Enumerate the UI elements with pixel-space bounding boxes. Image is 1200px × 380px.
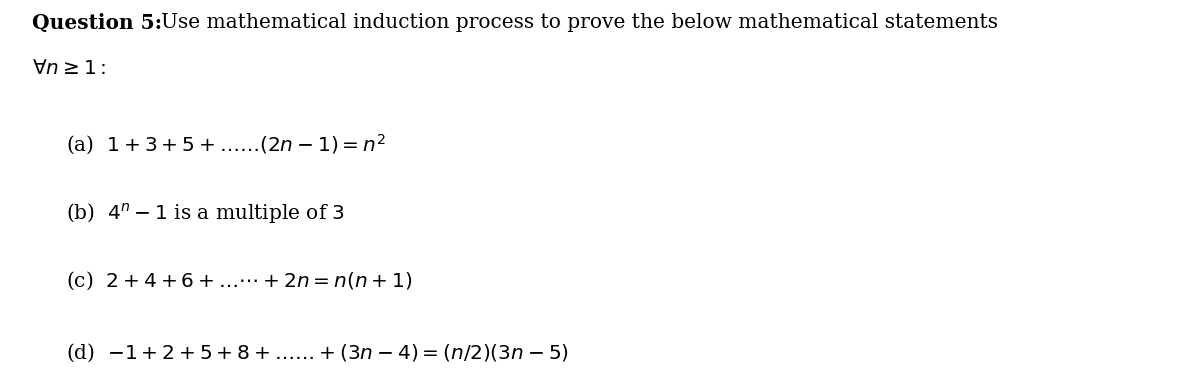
Text: (a)  $1+3+5+\ldots\ldots(2n-1) = n^2$: (a) $1+3+5+\ldots\ldots(2n-1) = n^2$ bbox=[66, 133, 386, 157]
Text: (d)  $-1+2+5+8+\ldots\ldots+(3n-4) = (n/2)(3n-5)$: (d) $-1+2+5+8+\ldots\ldots+(3n-4) = (n/2… bbox=[66, 342, 569, 364]
Text: Question 5:: Question 5: bbox=[32, 13, 162, 33]
Text: (c)  $2+4+6+\ldots\cdots+2n = n(n+1)$: (c) $2+4+6+\ldots\cdots+2n = n(n+1)$ bbox=[66, 270, 413, 292]
Text: Use mathematical induction process to prove the below mathematical statements: Use mathematical induction process to pr… bbox=[161, 13, 998, 32]
Text: (b)  $4^n - 1$ is a multiple of $3$: (b) $4^n - 1$ is a multiple of $3$ bbox=[66, 201, 346, 225]
Text: $\forall n \geq 1:$: $\forall n \geq 1:$ bbox=[32, 59, 107, 78]
